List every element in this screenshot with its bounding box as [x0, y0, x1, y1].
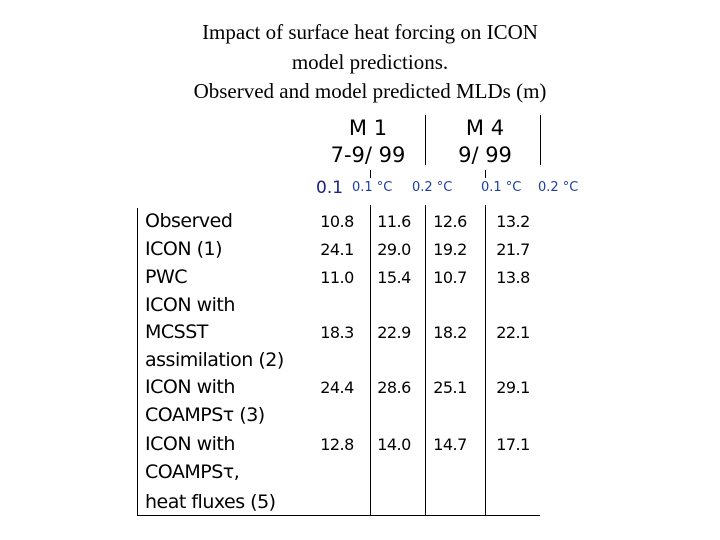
cell-value: 12.8 — [320, 435, 354, 454]
cell-value: 11.6 — [377, 212, 411, 231]
cell-value: 25.1 — [433, 378, 467, 397]
cell-value: 13.8 — [496, 268, 530, 287]
rule — [540, 115, 541, 165]
row-label: PWC — [145, 266, 188, 288]
cell-value: 11.0 — [320, 268, 354, 287]
column-header: 0.1 — [316, 178, 344, 198]
cell-value: 22.1 — [496, 323, 530, 342]
column-header: 0.1 °C — [352, 180, 393, 195]
cell-value: 10.8 — [320, 212, 354, 231]
row-label: ICON (1) — [145, 238, 223, 260]
rule — [485, 205, 486, 515]
cell-value: 28.6 — [377, 378, 411, 397]
cell-value: 22.9 — [377, 323, 411, 342]
rule — [425, 205, 426, 515]
cell-value: 17.1 — [496, 435, 530, 454]
cell-value: 15.4 — [377, 268, 411, 287]
rule — [370, 205, 371, 515]
cell-value: 21.7 — [496, 240, 530, 259]
cell-value: 13.2 — [496, 212, 530, 231]
column-header: 0.1 °C — [481, 180, 522, 195]
row-label: COAMPSτ (3) — [145, 404, 265, 426]
rule — [485, 170, 486, 178]
cell-value: 14.7 — [433, 435, 467, 454]
row-label: ICON with — [145, 294, 235, 316]
cell-value: 18.3 — [320, 323, 354, 342]
cell-value: 14.0 — [377, 435, 411, 454]
cell-value: 24.1 — [320, 240, 354, 259]
cell-value: 12.6 — [433, 212, 467, 231]
rule — [425, 115, 426, 165]
group-name: M 4 — [465, 116, 505, 140]
row-label: MCSST — [145, 321, 208, 343]
group-period: 9/ 99 — [458, 143, 512, 167]
cell-value: 29.1 — [496, 378, 530, 397]
row-label: ICON with — [145, 376, 235, 398]
column-header: 0.2 °C — [412, 180, 453, 195]
group-name: M 1 — [348, 116, 388, 140]
rule — [370, 170, 371, 178]
rule — [137, 515, 540, 516]
title-line: Impact of surface heat forcing on ICON — [202, 20, 538, 44]
cell-value: 19.2 — [433, 240, 467, 259]
row-label: Observed — [145, 210, 233, 232]
title-line: model predictions. — [291, 50, 449, 74]
row-label: COAMPSτ, — [145, 461, 240, 483]
group-period: 7-9/ 99 — [330, 143, 406, 167]
cell-value: 24.4 — [320, 378, 354, 397]
row-label: assimilation (2) — [145, 349, 284, 371]
rule — [137, 208, 138, 515]
title-line: Observed and model predicted MLDs (m) — [193, 79, 547, 103]
column-header: 0.2 °C — [538, 180, 579, 195]
cell-value: 29.0 — [377, 240, 411, 259]
row-label: heat fluxes (5) — [145, 491, 276, 513]
row-label: ICON with — [145, 433, 235, 455]
cell-value: 18.2 — [433, 323, 467, 342]
cell-value: 10.7 — [433, 268, 467, 287]
